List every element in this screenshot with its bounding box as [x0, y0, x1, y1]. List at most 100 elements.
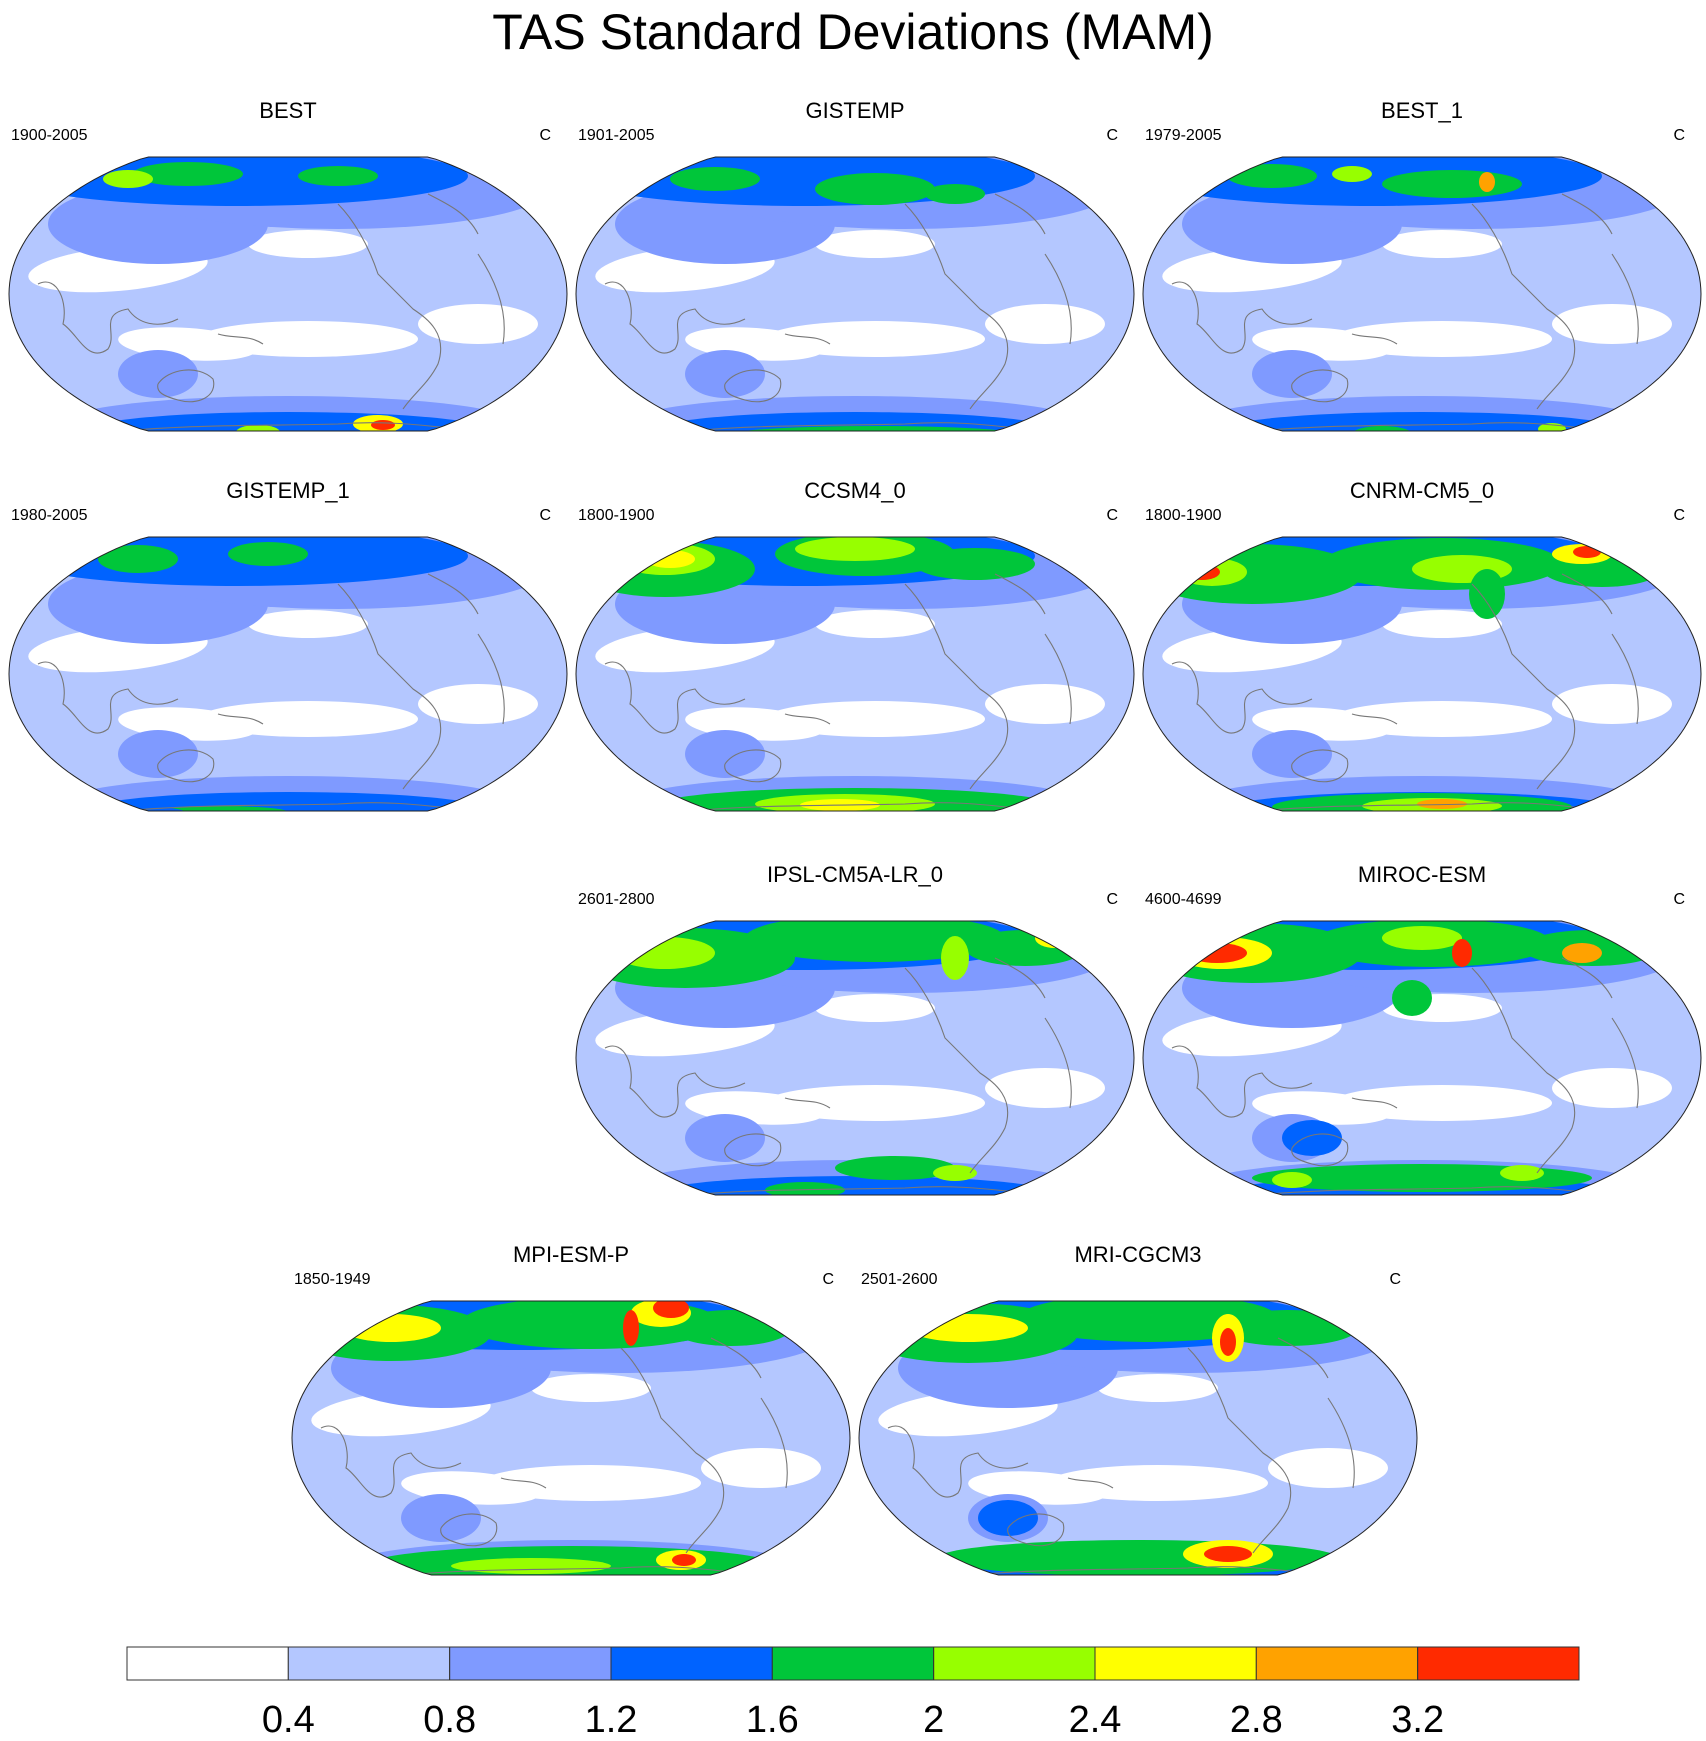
contour-region [1332, 1085, 1552, 1121]
contour-region [481, 1465, 701, 1501]
contour-region [985, 304, 1105, 344]
panel-units: C [1106, 127, 1118, 144]
panel-period: 2601-2800 [578, 891, 655, 908]
panel-title: BEST [259, 98, 317, 123]
coastline [604, 281, 746, 354]
coastline [320, 1425, 462, 1498]
map-outline [858, 1300, 1418, 1576]
contour-region [1098, 1374, 1218, 1402]
coastline [664, 422, 1036, 431]
coastline [1007, 1513, 1065, 1547]
contour-region [765, 701, 985, 737]
coastline [784, 713, 831, 725]
contour-region [1382, 926, 1462, 950]
coastline [37, 661, 179, 734]
contour-map [8, 156, 568, 432]
contour-region [1552, 304, 1672, 344]
contour-region [118, 730, 198, 778]
coastline [477, 253, 505, 345]
coastline [1171, 1045, 1313, 1118]
panel-units: C [539, 507, 551, 524]
contour-region [701, 1448, 821, 1488]
coastline [97, 802, 469, 811]
coastline [1351, 333, 1398, 345]
coastline [1611, 253, 1639, 345]
contour-region [623, 1310, 639, 1346]
coastline [1561, 957, 1613, 999]
contour-region [1332, 166, 1372, 182]
contour-map [575, 536, 1135, 812]
coastline [1187, 1347, 1292, 1554]
map-panel-gistemp-1: GISTEMP_1 1980-2005 C [8, 474, 568, 834]
map-panel-miroc-esm: MIROC-ESM 4600-4699 C [1142, 858, 1702, 1218]
panel-units: C [539, 127, 551, 144]
coastline [994, 957, 1046, 999]
panel-period: 1850-1949 [294, 1271, 371, 1288]
contour-region [1417, 799, 1467, 809]
colorbar-label: 2 [923, 1699, 945, 1741]
contour-region [371, 420, 395, 430]
colorbar-swatch [1417, 1646, 1580, 1681]
panel-period: 1980-2005 [11, 507, 88, 524]
coastline [1351, 1097, 1398, 1109]
contour-region [1227, 164, 1317, 188]
contour-fill [292, 1301, 850, 1575]
coastlines [604, 193, 1072, 431]
contour-region [118, 350, 198, 398]
panel-period: 4600-4699 [1145, 891, 1222, 908]
coastlines [320, 1337, 788, 1575]
coastline [157, 369, 215, 403]
contour-region [1200, 166, 1224, 178]
contour-region [645, 550, 695, 568]
colorbar-swatch [1255, 1646, 1419, 1681]
contour-region [418, 304, 538, 344]
contour-region [103, 170, 153, 188]
contour-region [1282, 1120, 1342, 1156]
contour-region [925, 184, 985, 204]
colorbar-label: 0.8 [423, 1699, 477, 1741]
colorbar-swatch [610, 1646, 773, 1681]
coastline [1561, 573, 1613, 615]
contour-region [1143, 157, 1602, 206]
coastlines [604, 573, 1072, 811]
panel-title: CNRM-CM5_0 [1349, 478, 1495, 503]
map-outline [8, 156, 568, 432]
contour-region [1479, 172, 1495, 192]
contour-region [1272, 1172, 1312, 1188]
contour-region [1187, 943, 1247, 963]
coastline [1327, 1397, 1355, 1489]
coastline [1277, 1337, 1329, 1379]
contour-region [1382, 170, 1522, 198]
contour-region [1469, 569, 1505, 619]
coastline [500, 1477, 547, 1489]
contour-fill [1143, 921, 1701, 1195]
contour-region [341, 1314, 441, 1342]
contour-region [933, 1165, 977, 1181]
map-panel-best: BEST 1900-2005 C [8, 94, 568, 454]
coastline [1471, 583, 1576, 790]
contour-map [1142, 920, 1702, 1196]
contour-region [965, 930, 1085, 966]
contour-map [1142, 156, 1702, 432]
coastline [604, 661, 746, 734]
contour-region [1220, 1328, 1236, 1356]
panel-units: C [1389, 1271, 1401, 1288]
contour-region [1382, 230, 1502, 258]
panel-period: 2501-2600 [861, 1271, 938, 1288]
contour-fill [576, 157, 1134, 431]
map-outline [1142, 536, 1702, 812]
contour-region [815, 173, 935, 205]
contour-region [1332, 701, 1552, 737]
coastline [760, 1397, 788, 1489]
coastline [1611, 1017, 1639, 1109]
contour-region [985, 684, 1105, 724]
contour-region [985, 1068, 1105, 1108]
contour-region [1552, 1068, 1672, 1108]
coastline [1231, 1186, 1603, 1195]
coastline [1291, 369, 1349, 403]
contour-region [133, 162, 243, 186]
map-panel-gistemp: GISTEMP 1901-2005 C [575, 94, 1135, 454]
coastline [337, 583, 442, 790]
coastline [1067, 1477, 1114, 1489]
coastline [337, 203, 442, 410]
